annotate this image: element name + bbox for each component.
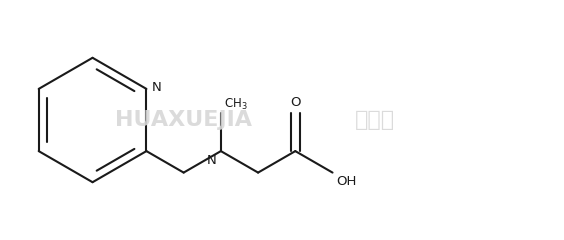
Text: 化学加: 化学加 (355, 110, 395, 130)
Text: HUAXUEJIA: HUAXUEJIA (114, 110, 252, 130)
Text: O: O (290, 96, 301, 109)
Text: N: N (206, 155, 217, 168)
Text: CH$_3$: CH$_3$ (224, 97, 248, 112)
Text: N: N (152, 81, 162, 94)
Text: OH: OH (336, 175, 356, 188)
